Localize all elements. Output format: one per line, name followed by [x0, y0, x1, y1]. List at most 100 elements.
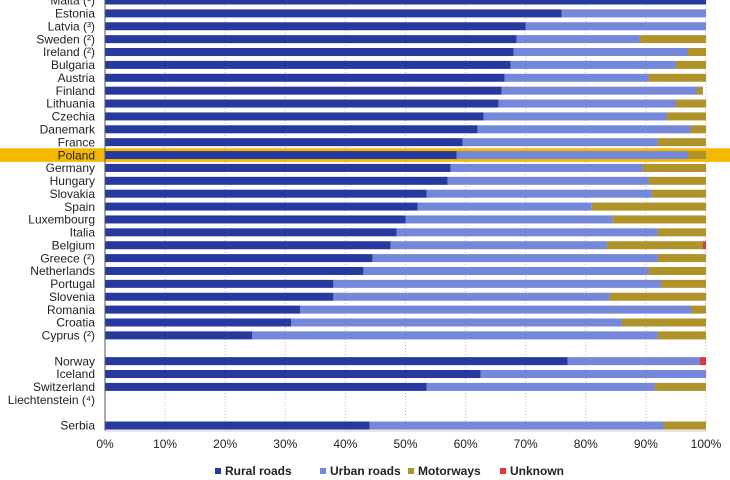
- bar-urban-roads-danemark: [477, 125, 691, 134]
- category-label-ireland: Ireland (²): [43, 45, 95, 59]
- bar-urban-roads-estonia: [561, 9, 706, 18]
- bar-motorways-sweden: [639, 35, 706, 44]
- bar-rural-roads-poland: [105, 151, 457, 160]
- category-label-sweden: Sweden (²): [36, 32, 95, 46]
- legend-swatch-urban-roads: [320, 468, 326, 474]
- bar-unknown-belgium: [702, 241, 706, 250]
- bar-motorways-italia: [657, 228, 706, 237]
- category-label-slovenia: Slovenia: [49, 290, 95, 304]
- bar-motorways-croatia: [621, 318, 706, 327]
- bar-urban-roads-serbia: [369, 421, 664, 430]
- bar-motorways-slovakia: [651, 189, 706, 198]
- bar-motorways-slovenia: [609, 292, 706, 301]
- category-label-iceland: Iceland: [56, 367, 95, 381]
- bar-urban-roads-iceland: [480, 370, 706, 379]
- category-label-cyprus: Cyprus (²): [42, 329, 95, 343]
- category-label-hungary: Hungary: [50, 174, 95, 188]
- bar-motorways-luxembourg: [612, 215, 706, 224]
- bar-rural-roads-greece: [105, 254, 373, 263]
- category-label-estonia: Estonia: [55, 7, 95, 21]
- bar-rural-roads-bulgaria: [105, 60, 511, 69]
- bar-rural-roads-finland: [105, 86, 502, 95]
- category-label-belgium: Belgium: [52, 238, 95, 252]
- category-label-slovakia: Slovakia: [50, 187, 96, 201]
- bar-urban-roads-austria: [504, 73, 649, 82]
- bar-urban-roads-germany: [450, 163, 643, 172]
- bar-motorways-hungary: [648, 176, 706, 185]
- bar-motorways-romania: [690, 305, 706, 314]
- bar-motorways-poland: [687, 151, 706, 160]
- bar-urban-roads-netherlands: [363, 266, 649, 275]
- category-label-finland: Finland: [56, 84, 95, 98]
- legend-swatch-rural-roads: [215, 468, 221, 474]
- bar-urban-roads-slovakia: [426, 189, 652, 198]
- bar-urban-roads-hungary: [447, 176, 649, 185]
- bar-rural-roads-latvia: [105, 22, 526, 31]
- bar-rural-roads-serbia: [105, 421, 370, 430]
- bar-urban-roads-norway: [567, 357, 700, 366]
- x-tick-label: 20%: [213, 437, 237, 451]
- bar-motorways-danemark: [690, 125, 706, 134]
- bar-unknown-norway: [699, 357, 706, 366]
- category-label-czechia: Czechia: [52, 110, 96, 124]
- category-label-greece: Greece (²): [40, 251, 95, 265]
- bar-rural-roads-danemark: [105, 125, 478, 134]
- category-label-france: France: [58, 135, 96, 149]
- x-tick-label: 30%: [273, 437, 297, 451]
- bar-motorways-belgium: [606, 241, 703, 250]
- bar-motorways-greece: [657, 254, 706, 263]
- x-tick-label: 100%: [691, 437, 722, 451]
- bar-urban-roads-sweden: [516, 35, 640, 44]
- category-label-serbia: Serbia: [60, 419, 95, 433]
- bar-urban-roads-ireland: [513, 48, 688, 57]
- category-label-portugal: Portugal: [50, 277, 95, 291]
- bar-motorways-ireland: [687, 48, 706, 57]
- legend-label-motorways: Motorways: [418, 464, 481, 478]
- bar-rural-roads-luxembourg: [105, 215, 406, 224]
- x-tick-label: 40%: [333, 437, 357, 451]
- x-tick-label: 0%: [96, 437, 114, 451]
- bar-rural-roads-ireland: [105, 48, 514, 57]
- category-label-switzerland: Switzerland: [33, 380, 95, 394]
- bar-urban-roads-romania: [300, 305, 691, 314]
- bar-motorways-netherlands: [648, 266, 706, 275]
- x-tick-label: 80%: [574, 437, 598, 451]
- category-label-malta: Malta (¹): [50, 0, 95, 8]
- bar-motorways-switzerland: [654, 382, 706, 391]
- bar-motorways-cyprus: [657, 331, 706, 340]
- category-label-croatia: Croatia: [56, 316, 95, 330]
- bar-rural-roads-france: [105, 138, 463, 147]
- category-label-luxembourg: Luxembourg: [28, 213, 95, 227]
- legend-swatch-unknown: [500, 468, 506, 474]
- bar-rural-roads-lithuania: [105, 99, 499, 108]
- bar-urban-roads-italia: [396, 228, 658, 237]
- bar-motorways-serbia: [663, 421, 706, 430]
- bar-rural-roads-malta: [105, 0, 706, 5]
- category-label-romania: Romania: [47, 303, 95, 317]
- legend-swatch-motorways: [408, 468, 414, 474]
- bar-motorways-france: [657, 138, 706, 147]
- bar-rural-roads-slovakia: [105, 189, 427, 198]
- bar-rural-roads-iceland: [105, 370, 481, 379]
- x-tick-label: 90%: [634, 437, 658, 451]
- bar-rural-roads-switzerland: [105, 382, 427, 391]
- category-label-germany: Germany: [46, 161, 95, 175]
- category-label-bulgaria: Bulgaria: [51, 58, 95, 72]
- bar-rural-roads-norway: [105, 357, 568, 366]
- category-label-lithuania: Lithuania: [46, 97, 95, 111]
- bar-urban-roads-spain: [417, 202, 592, 211]
- bar-urban-roads-cyprus: [252, 331, 658, 340]
- bar-rural-roads-belgium: [105, 241, 391, 250]
- bar-urban-roads-luxembourg: [405, 215, 613, 224]
- x-tick-label: 70%: [514, 437, 538, 451]
- category-label-latvia: Latvia (³): [48, 19, 95, 33]
- bar-motorways-austria: [648, 73, 706, 82]
- bar-rural-roads-cyprus: [105, 331, 253, 340]
- category-label-spain: Spain: [64, 200, 95, 214]
- bar-rural-roads-slovenia: [105, 292, 334, 301]
- bar-urban-roads-belgium: [390, 241, 607, 250]
- bar-rural-roads-romania: [105, 305, 301, 314]
- bar-motorways-lithuania: [675, 99, 706, 108]
